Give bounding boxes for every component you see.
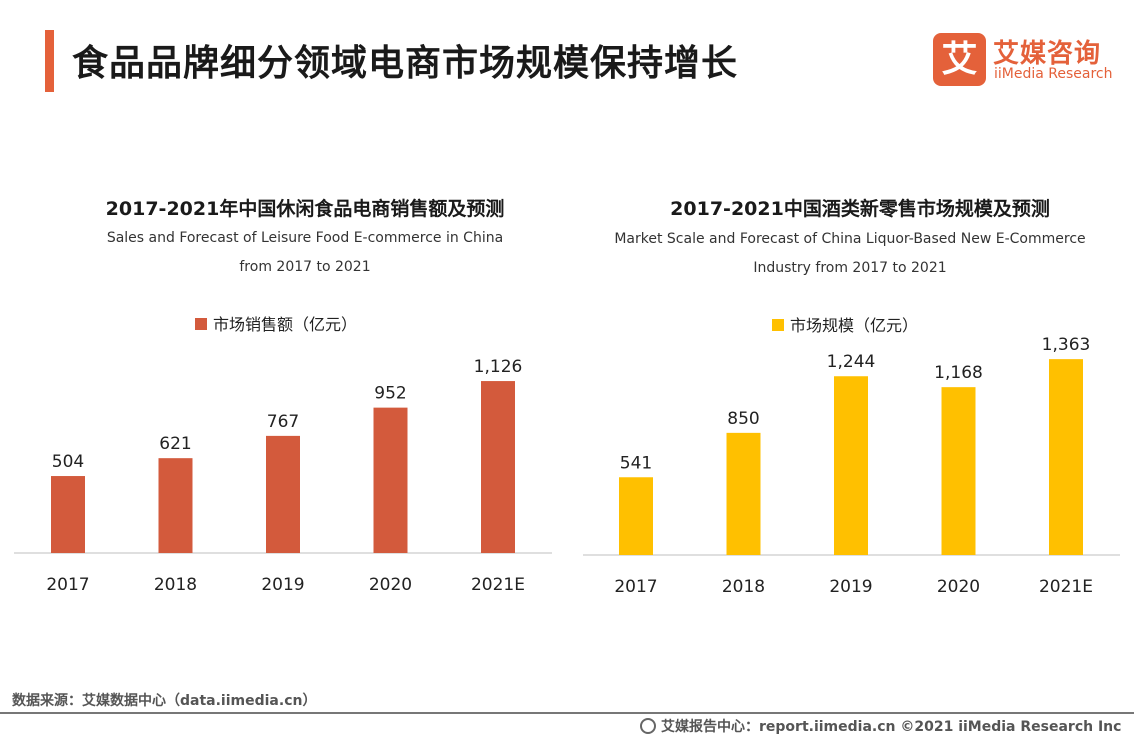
- chart2-legend-swatch: [772, 318, 784, 331]
- report-center-text: 艾媒报告中心：report.iimedia.cn ©2021 iiMedia R…: [661, 719, 1122, 735]
- chart2-bar-2018: [726, 432, 761, 555]
- chart1-value-label-2021E: 1,126: [474, 357, 523, 377]
- chart1-value-label-2018: 621: [159, 434, 191, 454]
- logo-name-cn: 艾媒咨询: [993, 39, 1102, 69]
- chart1-value-label-2017: 504: [52, 452, 84, 472]
- chart1-legend-label: 市场销售额（亿元）: [213, 315, 358, 334]
- chart2-legend: 市场规模（亿元）: [772, 312, 918, 336]
- data-source-note: 数据来源：艾媒数据中心（data.iimedia.cn）: [12, 693, 317, 709]
- chart2-value-label-2020: 1,168: [934, 363, 983, 383]
- chart1-tick-label-2019: 2019: [261, 575, 304, 595]
- chart1-value-label-2020: 952: [374, 384, 406, 404]
- chart1-tick-label-2021E: 2021E: [471, 575, 525, 595]
- chart2-tick-label-2018: 2018: [722, 577, 765, 597]
- chart2-subtitle-line2: Industry from 2017 to 2021: [753, 260, 947, 276]
- logo-name-en: iiMedia Research: [994, 66, 1113, 82]
- page-title: 食品品牌细分领域电商市场规模保持增长: [72, 43, 739, 84]
- chart2-legend-label: 市场规模（亿元）: [790, 316, 919, 335]
- chart1-bar-2021E: [481, 381, 515, 553]
- logo-mark: 艾: [933, 33, 986, 86]
- chart1-tick-label-2017: 2017: [46, 575, 89, 595]
- chart2-bar-2017: [619, 477, 653, 555]
- chart1-bar-2017: [51, 476, 85, 553]
- chart2-value-label-2017: 541: [620, 453, 652, 473]
- chart2-subtitle-line1: Market Scale and Forecast of China Liquo…: [614, 231, 1086, 247]
- report-center-note: 艾媒报告中心：report.iimedia.cn ©2021 iiMedia R…: [640, 716, 1121, 736]
- footer-divider: [0, 712, 1134, 714]
- chart2-tick-label-2019: 2019: [829, 577, 872, 597]
- chart1-subtitle-line1: Sales and Forecast of Leisure Food E-com…: [106, 230, 504, 246]
- chart2-title: 2017-2021中国酒类新零售市场规模及预测: [670, 198, 1050, 220]
- chart2-bar-2021E: [1049, 359, 1083, 555]
- chart1-subtitle-line2: from 2017 to 2021: [239, 259, 371, 275]
- chart1-bar-2018: [158, 458, 193, 553]
- chart2-value-label-2021E: 1,363: [1042, 335, 1091, 355]
- chart1-bar-2019: [266, 435, 300, 553]
- chart2-bar-2020: [941, 387, 976, 555]
- chart2-value-label-2019: 1,244: [827, 352, 876, 372]
- chart2-tick-label-2021E: 2021E: [1039, 577, 1093, 597]
- chart1-tick-label-2018: 2018: [154, 575, 197, 595]
- title-accent-bar: [45, 30, 54, 92]
- chart1-legend-swatch: [195, 317, 207, 330]
- chart2-bar-2019: [834, 376, 868, 555]
- chart1-legend: 市场销售额（亿元）: [195, 311, 357, 335]
- globe-icon: [640, 718, 656, 734]
- chart1-value-label-2019: 767: [267, 412, 299, 432]
- chart1-bar-2020: [373, 407, 408, 553]
- chart2-value-label-2018: 850: [727, 409, 759, 429]
- chart2-tick-label-2017: 2017: [614, 577, 657, 597]
- chart1-tick-label-2020: 2020: [369, 575, 412, 595]
- chart1-title: 2017-2021年中国休闲食品电商销售额及预测: [105, 198, 505, 220]
- chart2-tick-label-2020: 2020: [937, 577, 980, 597]
- brand-logo: 艾 艾媒咨询 iiMedia Research: [933, 33, 1123, 88]
